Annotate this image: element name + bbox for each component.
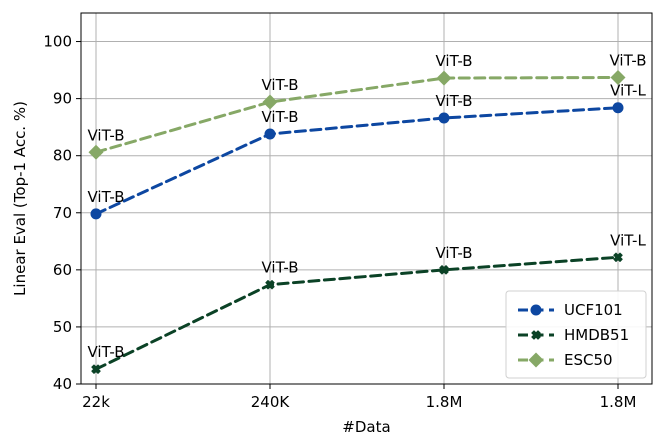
y-tick-label: 40 [53, 375, 72, 393]
y-tick-label: 90 [53, 90, 72, 108]
series-line-hmdb51 [94, 255, 620, 371]
x-tick-label: 240K [251, 393, 291, 411]
data-label: ViT-B [435, 92, 472, 110]
data-label: ViT-B [87, 188, 124, 206]
plot-area-frame [80, 12, 653, 385]
data-point [610, 69, 626, 85]
series-group [88, 69, 626, 374]
legend-marker [528, 352, 544, 368]
legend: UCF101 HMDB51 ESC50 [505, 290, 647, 379]
data-point [438, 112, 450, 124]
y-axis-label: Linear Eval (Top-1 Acc. %) [11, 101, 29, 296]
y-tick-label: 70 [53, 204, 72, 222]
y-tick-label: 100 [43, 33, 72, 51]
y-tick-label: 50 [53, 318, 72, 336]
data-point [265, 279, 275, 290]
data-label: ViT-B [87, 126, 124, 144]
data-point [613, 252, 623, 262]
data-point [439, 265, 449, 275]
legend-label: UCF101 [564, 301, 623, 319]
legend-box [505, 290, 647, 379]
data-point [612, 102, 624, 114]
x-tick-label: 1.8M [426, 393, 463, 411]
legend-marker [530, 304, 542, 316]
data-label: ViT-L [610, 231, 646, 249]
data-point [90, 208, 102, 220]
data-label: ViT-B [261, 76, 298, 94]
data-point [436, 70, 452, 86]
data-label: ViT-L [610, 82, 646, 100]
x-tick-label: 1.8M [600, 393, 637, 411]
series-line-ucf101 [94, 106, 620, 216]
data-label: ViT-B [435, 244, 472, 262]
y-axis: 40 50 60 70 80 90 100 [43, 33, 81, 393]
series-line-esc50 [94, 75, 620, 154]
data-labels: ViT-B ViT-B ViT-B ViT-L ViT-B ViT-B ViT-B ViT-L… [87, 51, 646, 361]
data-label: ViT-B [609, 51, 646, 69]
data-point [91, 364, 101, 374]
y-tick-label: 80 [53, 147, 72, 165]
data-point [262, 94, 278, 110]
data-label: ViT-B [435, 52, 472, 70]
x-axis-label: #Data [342, 418, 390, 436]
x-tick-label: 22k [82, 393, 110, 411]
data-label: ViT-B [261, 108, 298, 126]
data-point [264, 128, 276, 140]
data-label: ViT-B [261, 259, 298, 277]
x-axis: 22k 240K 1.8M 1.8M [82, 384, 636, 411]
y-tick-label: 60 [53, 261, 72, 279]
data-point [88, 144, 104, 160]
data-label: ViT-B [87, 343, 124, 361]
legend-label: HMDB51 [564, 326, 629, 344]
legend-marker [531, 330, 541, 340]
legend-label: ESC50 [564, 351, 613, 369]
